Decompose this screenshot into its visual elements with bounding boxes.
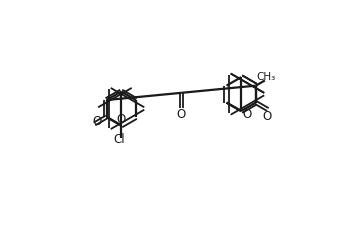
Text: O: O: [177, 108, 186, 121]
Text: O: O: [262, 109, 271, 122]
Text: O: O: [92, 114, 102, 128]
Text: O: O: [116, 112, 126, 125]
Text: CH₃: CH₃: [256, 72, 276, 82]
Text: O: O: [242, 107, 252, 120]
Text: Cl: Cl: [113, 132, 125, 145]
